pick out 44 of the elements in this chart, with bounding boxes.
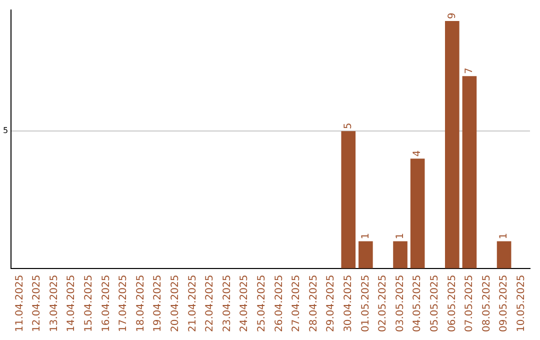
x-tick-label: 17.04.2025 xyxy=(118,274,130,332)
bar xyxy=(462,76,477,268)
x-tick-label: 14.04.2025 xyxy=(66,274,78,332)
bar xyxy=(445,21,460,268)
data-label: 5 xyxy=(342,122,354,130)
x-tick-label: 16.04.2025 xyxy=(100,274,112,332)
x-tick-label: 20.04.2025 xyxy=(170,274,182,332)
x-tick-label: 25.04.2025 xyxy=(256,274,268,332)
bar xyxy=(358,241,373,268)
x-tick-label: 15.04.2025 xyxy=(84,274,95,332)
x-tick-label: 11.04.2025 xyxy=(14,274,26,332)
x-tick-label: 07.05.2025 xyxy=(464,274,476,332)
x-tick-label: 08.05.2025 xyxy=(481,274,492,332)
x-tick-label: 05.05.2025 xyxy=(429,274,440,332)
x-tick-label: 24.04.2025 xyxy=(239,274,250,332)
data-label: 1 xyxy=(360,232,372,240)
data-label: 1 xyxy=(394,232,406,240)
x-tick-label: 09.05.2025 xyxy=(498,274,510,332)
x-tick-label: 06.05.2025 xyxy=(446,274,458,332)
x-tick-label: 28.04.2025 xyxy=(308,274,320,332)
x-tick-label: 30.04.2025 xyxy=(342,274,354,332)
x-tick-label: 29.04.2025 xyxy=(326,274,337,332)
data-label: 7 xyxy=(464,68,476,74)
x-tick-label: 18.04.2025 xyxy=(135,274,146,332)
x-tick-label: 01.05.2025 xyxy=(360,274,372,332)
x-tick-label: 03.05.2025 xyxy=(394,274,406,332)
bar xyxy=(341,131,356,268)
x-tick-label: 02.05.2025 xyxy=(378,274,389,332)
bar xyxy=(496,241,512,268)
x-tick-label: 13.04.2025 xyxy=(48,274,60,332)
data-label: 9 xyxy=(446,12,458,20)
data-label: 1 xyxy=(498,232,510,240)
bar xyxy=(410,158,425,268)
x-tick-label: 12.04.2025 xyxy=(32,274,43,332)
x-tick-label: 21.04.2025 xyxy=(187,274,198,332)
data-label: 4 xyxy=(412,150,424,157)
bar xyxy=(393,241,408,268)
x-tick-label: 22.04.2025 xyxy=(204,274,216,332)
x-tick-label: 04.05.2025 xyxy=(412,274,424,332)
x-tick-label: 19.04.2025 xyxy=(152,274,164,332)
x-tick-label: 10.05.2025 xyxy=(516,274,527,332)
x-tick-label: 26.04.2025 xyxy=(274,274,285,332)
x-tick-label: 23.04.2025 xyxy=(222,274,233,332)
x-tick-label: 27.04.2025 xyxy=(291,274,302,332)
